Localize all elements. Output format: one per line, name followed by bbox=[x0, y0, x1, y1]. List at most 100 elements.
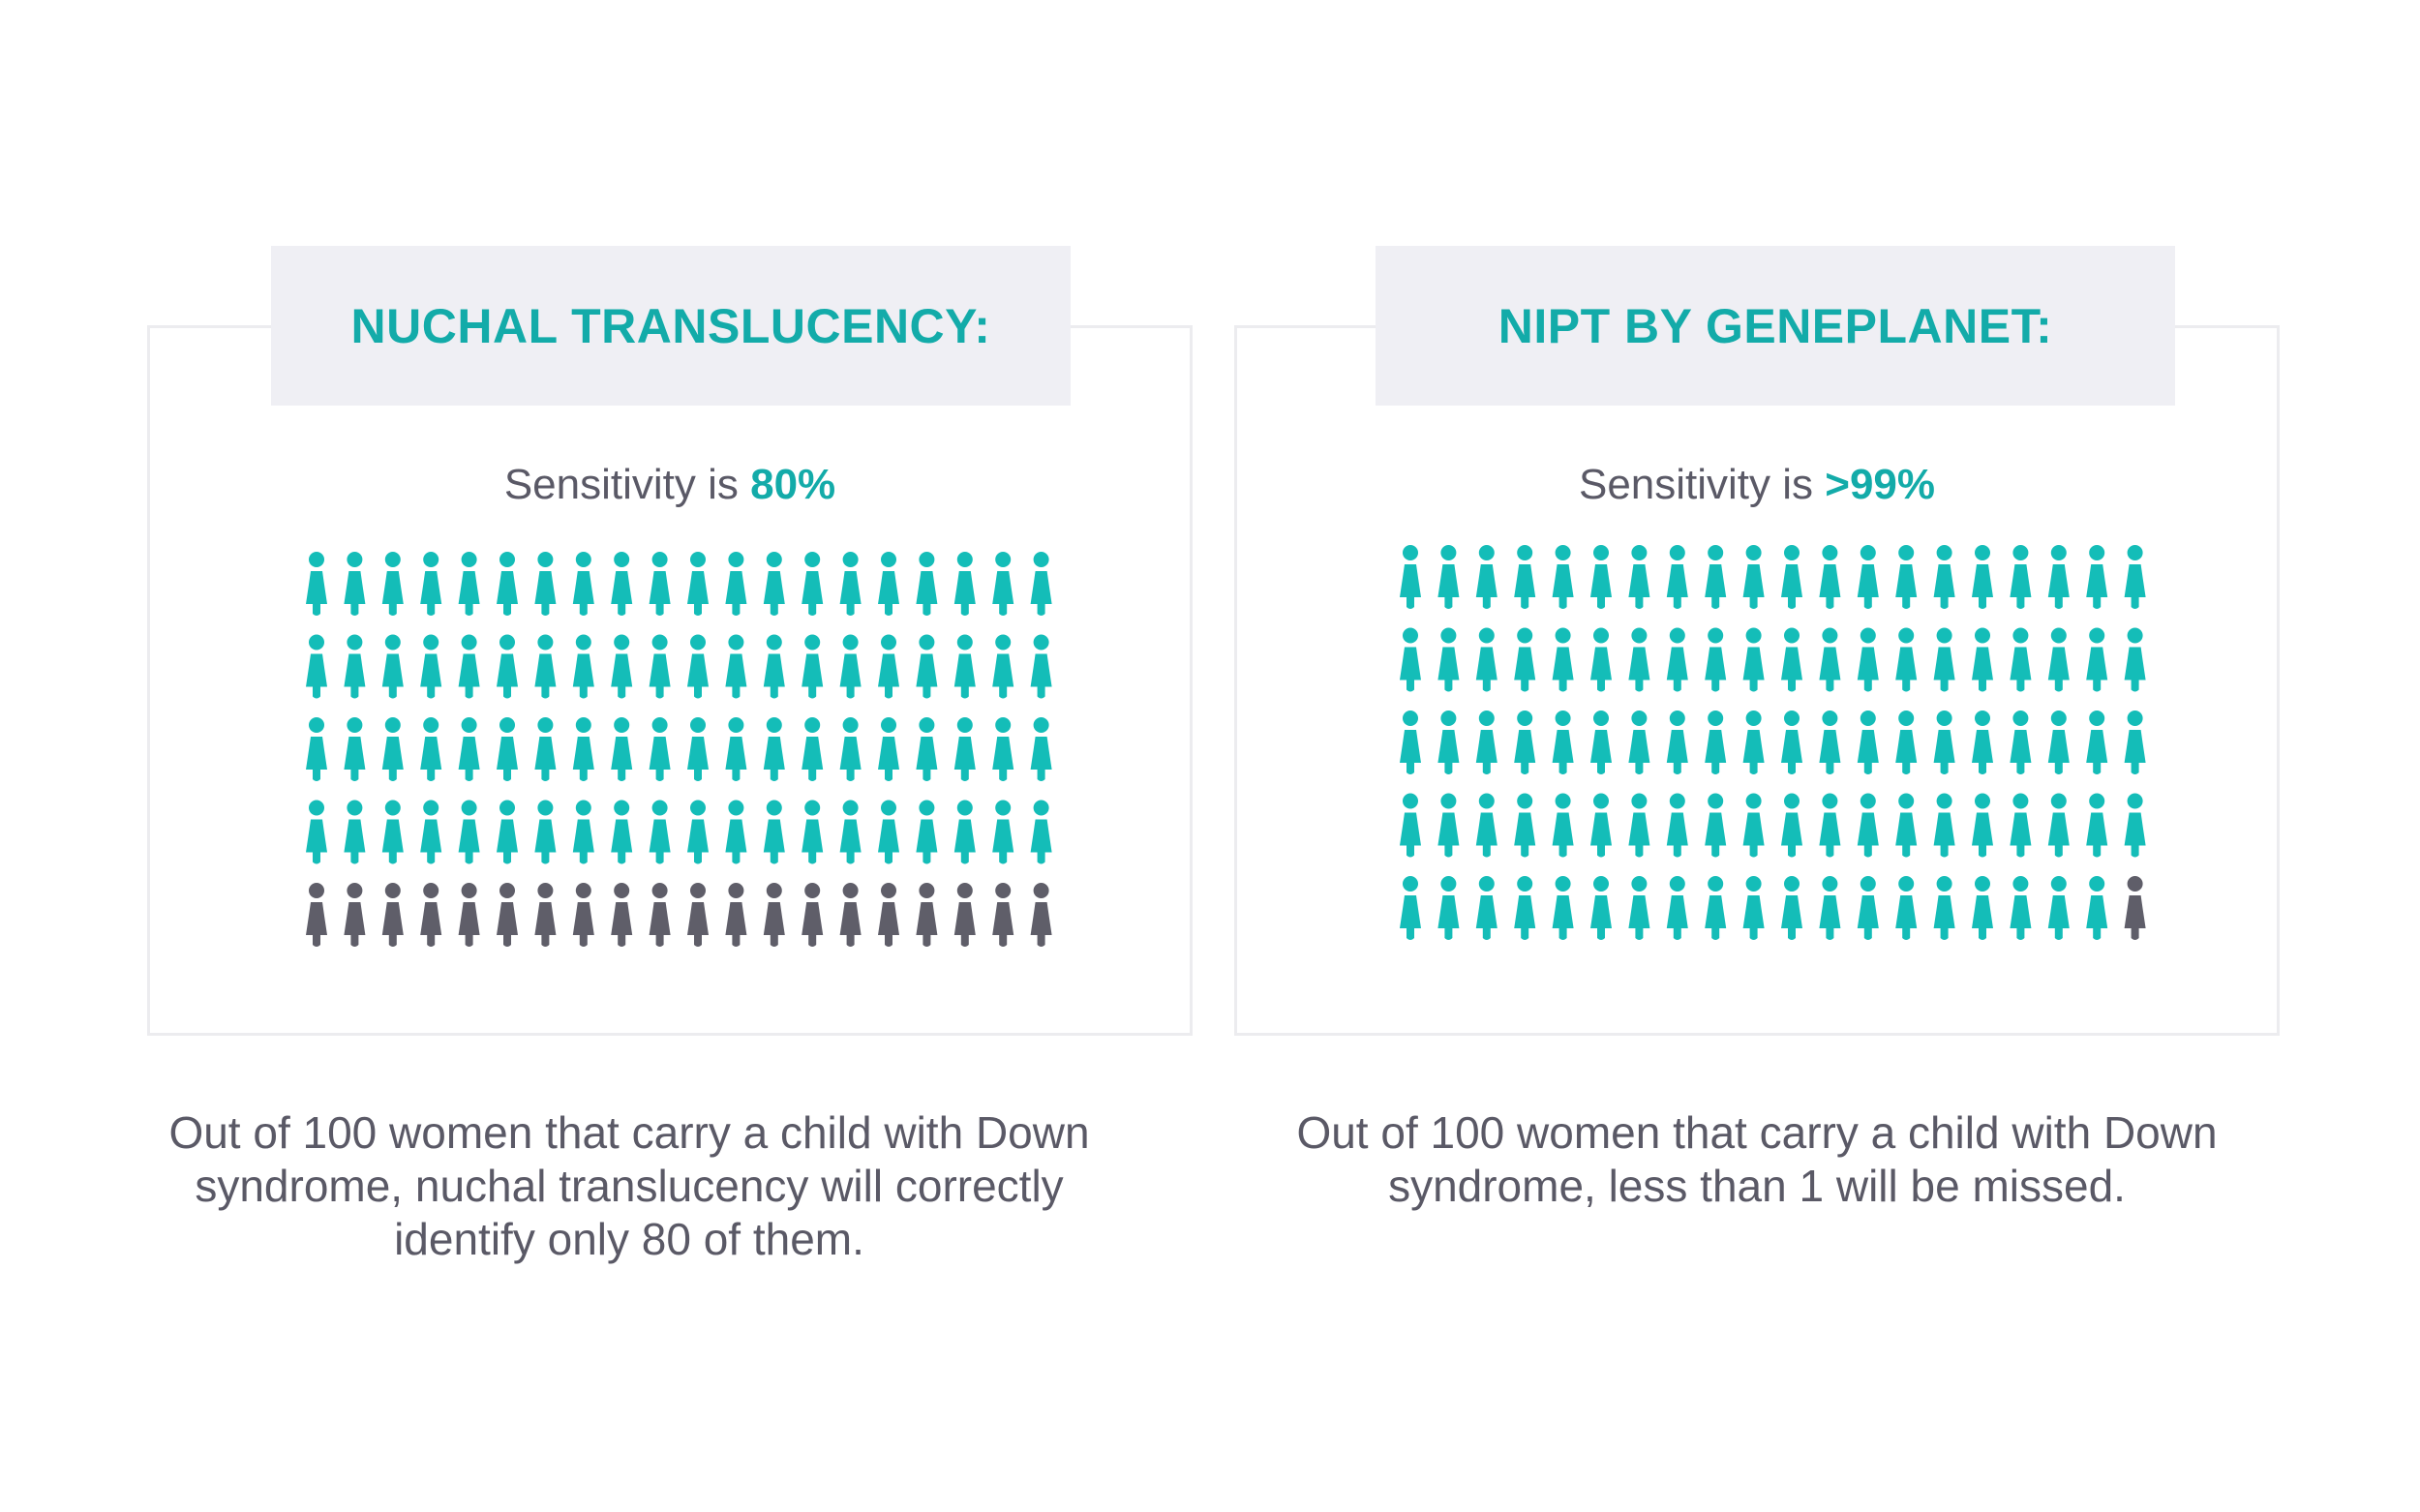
identified-woman-icon bbox=[572, 717, 594, 781]
nuchal-sensitivity-line: Sensitivity is 80% bbox=[147, 461, 1193, 509]
identified-woman-icon bbox=[2086, 876, 2108, 940]
identified-woman-icon bbox=[1400, 876, 1421, 940]
identified-woman-icon bbox=[458, 634, 480, 699]
identified-woman-icon bbox=[1475, 876, 1497, 940]
identified-woman-icon bbox=[1895, 627, 1918, 692]
identified-woman-icon bbox=[1628, 793, 1650, 858]
nipt-sensitivity-value: >99% bbox=[1825, 461, 1936, 508]
missed-woman-icon bbox=[344, 883, 366, 947]
identified-woman-icon bbox=[306, 552, 327, 616]
identified-woman-icon bbox=[725, 634, 747, 699]
identified-woman-icon bbox=[2047, 711, 2070, 774]
missed-woman-icon bbox=[802, 883, 824, 947]
identified-woman-icon bbox=[420, 634, 442, 699]
identified-woman-icon bbox=[611, 634, 633, 699]
identified-woman-icon bbox=[1590, 793, 1612, 858]
identified-woman-icon bbox=[878, 717, 899, 781]
identified-woman-icon bbox=[802, 800, 824, 864]
identified-woman-icon bbox=[1666, 711, 1688, 774]
identified-woman-icon bbox=[725, 552, 747, 616]
missed-woman-icon bbox=[992, 883, 1014, 947]
identified-woman-icon bbox=[2010, 876, 2032, 940]
identified-woman-icon bbox=[1590, 876, 1612, 940]
identified-woman-icon bbox=[1475, 793, 1497, 858]
identified-woman-icon bbox=[1742, 711, 1765, 774]
identified-woman-icon bbox=[1400, 711, 1421, 774]
identified-woman-icon bbox=[992, 800, 1014, 864]
identified-woman-icon bbox=[953, 552, 976, 616]
identified-woman-icon bbox=[1628, 711, 1650, 774]
identified-woman-icon bbox=[1742, 627, 1765, 692]
nipt-header: NIPT BY GENEPLANET: bbox=[1376, 246, 2175, 406]
identified-woman-icon bbox=[687, 634, 709, 699]
identified-woman-icon bbox=[2086, 545, 2108, 609]
identified-woman-icon bbox=[649, 634, 671, 699]
identified-woman-icon bbox=[839, 717, 862, 781]
identified-woman-icon bbox=[1705, 793, 1727, 858]
identified-woman-icon bbox=[725, 800, 747, 864]
identified-woman-icon bbox=[2086, 793, 2108, 858]
identified-woman-icon bbox=[1030, 800, 1052, 864]
identified-woman-icon bbox=[344, 717, 366, 781]
identified-woman-icon bbox=[381, 717, 404, 781]
identified-woman-icon bbox=[1437, 793, 1460, 858]
identified-woman-icon bbox=[839, 800, 862, 864]
identified-woman-icon bbox=[1666, 545, 1688, 609]
identified-woman-icon bbox=[306, 634, 327, 699]
identified-woman-icon bbox=[381, 552, 404, 616]
nipt-sensitivity-label: Sensitivity is bbox=[1578, 461, 1826, 508]
missed-woman-icon bbox=[763, 883, 785, 947]
identified-woman-icon bbox=[1437, 545, 1460, 609]
identified-woman-icon bbox=[878, 552, 899, 616]
identified-woman-icon bbox=[1972, 793, 1993, 858]
identified-woman-icon bbox=[725, 717, 747, 781]
identified-woman-icon bbox=[878, 634, 899, 699]
identified-woman-icon bbox=[1666, 876, 1688, 940]
identified-woman-icon bbox=[497, 634, 518, 699]
missed-woman-icon bbox=[2124, 876, 2146, 940]
identified-woman-icon bbox=[1742, 793, 1765, 858]
identified-woman-icon bbox=[839, 552, 862, 616]
identified-woman-icon bbox=[687, 552, 709, 616]
identified-woman-icon bbox=[534, 552, 557, 616]
identified-woman-icon bbox=[611, 800, 633, 864]
identified-woman-icon bbox=[2010, 545, 2032, 609]
identified-woman-icon bbox=[2124, 545, 2146, 609]
identified-woman-icon bbox=[1781, 711, 1802, 774]
identified-woman-icon bbox=[1628, 876, 1650, 940]
identified-woman-icon bbox=[649, 800, 671, 864]
identified-woman-icon bbox=[1819, 876, 1841, 940]
missed-woman-icon bbox=[420, 883, 442, 947]
identified-woman-icon bbox=[1819, 627, 1841, 692]
identified-woman-icon bbox=[2047, 545, 2070, 609]
nuchal-people-grid bbox=[306, 552, 1052, 947]
identified-woman-icon bbox=[687, 717, 709, 781]
identified-woman-icon bbox=[1933, 545, 1955, 609]
identified-woman-icon bbox=[2010, 627, 2032, 692]
identified-woman-icon bbox=[381, 634, 404, 699]
identified-woman-icon bbox=[802, 634, 824, 699]
identified-woman-icon bbox=[763, 634, 785, 699]
identified-woman-icon bbox=[344, 634, 366, 699]
identified-woman-icon bbox=[1030, 552, 1052, 616]
nuchal-translucency-title: NUCHAL TRANSLUCENCY: bbox=[350, 298, 991, 353]
identified-woman-icon bbox=[1933, 793, 1955, 858]
identified-woman-icon bbox=[1895, 876, 1918, 940]
identified-woman-icon bbox=[1437, 711, 1460, 774]
identified-woman-icon bbox=[2047, 793, 2070, 858]
identified-woman-icon bbox=[1857, 627, 1879, 692]
missed-woman-icon bbox=[725, 883, 747, 947]
identified-woman-icon bbox=[1819, 711, 1841, 774]
identified-woman-icon bbox=[649, 552, 671, 616]
identified-woman-icon bbox=[1590, 711, 1612, 774]
identified-woman-icon bbox=[1972, 876, 1993, 940]
identified-woman-icon bbox=[497, 552, 518, 616]
identified-woman-icon bbox=[1972, 711, 1993, 774]
identified-woman-icon bbox=[306, 800, 327, 864]
identified-woman-icon bbox=[1475, 545, 1497, 609]
missed-woman-icon bbox=[381, 883, 404, 947]
identified-woman-icon bbox=[1895, 545, 1918, 609]
missed-woman-icon bbox=[839, 883, 862, 947]
nuchal-sensitivity-label: Sensitivity is bbox=[503, 461, 751, 508]
missed-woman-icon bbox=[687, 883, 709, 947]
